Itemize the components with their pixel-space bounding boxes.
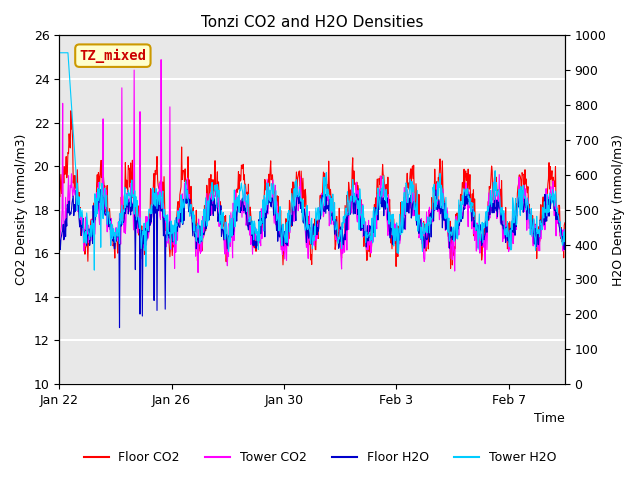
Y-axis label: CO2 Density (mmol/m3): CO2 Density (mmol/m3): [15, 134, 28, 286]
Legend: Floor CO2, Tower CO2, Floor H2O, Tower H2O: Floor CO2, Tower CO2, Floor H2O, Tower H…: [79, 446, 561, 469]
Text: TZ_mixed: TZ_mixed: [79, 48, 147, 63]
Y-axis label: H2O Density (mmol/m3): H2O Density (mmol/m3): [612, 134, 625, 286]
X-axis label: Time: Time: [534, 412, 565, 425]
Title: Tonzi CO2 and H2O Densities: Tonzi CO2 and H2O Densities: [201, 15, 423, 30]
